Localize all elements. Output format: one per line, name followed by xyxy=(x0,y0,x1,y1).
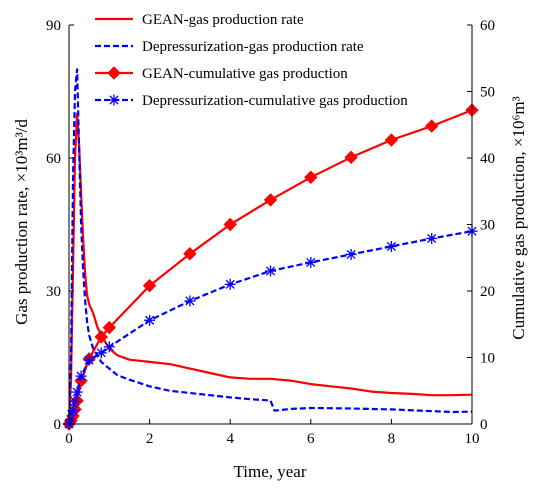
series-4-point xyxy=(75,370,87,382)
series-line-2 xyxy=(67,68,473,425)
asterisk-stroke xyxy=(265,266,276,276)
series-4-point xyxy=(265,265,276,277)
x-tick-label: 8 xyxy=(388,431,396,447)
asterisk-stroke xyxy=(72,387,82,397)
series-4-point xyxy=(103,341,115,353)
right-y-tick-label: 10 xyxy=(480,351,495,367)
left-y-tick-label: 0 xyxy=(54,417,62,433)
x-tick-label: 10 xyxy=(465,431,480,447)
asterisk-stroke xyxy=(386,241,396,252)
series-4-point xyxy=(385,240,397,252)
series-4-point xyxy=(95,347,107,359)
legend-marker-3 xyxy=(107,66,121,80)
left-y-tick-label: 60 xyxy=(46,151,61,167)
series-3-point xyxy=(344,150,358,165)
series-3-point xyxy=(183,247,197,261)
asterisk-stroke xyxy=(66,414,76,424)
right-y-tick-label: 0 xyxy=(480,417,488,433)
right-y-axis-label: Cumulative gas production, ×10⁶m³ xyxy=(509,96,528,339)
asterisk-stroke xyxy=(96,348,106,358)
right-y-tick-label: 30 xyxy=(480,218,495,234)
series-4-point xyxy=(71,386,83,398)
series-4-point xyxy=(305,256,317,268)
legend-marker-4 xyxy=(108,94,120,106)
series-4-point xyxy=(426,232,438,244)
series-4-point xyxy=(224,278,236,290)
series-3-point xyxy=(304,170,318,184)
series-3-point xyxy=(424,119,439,133)
right-y-tick-label: 20 xyxy=(480,284,495,300)
legend-label-3: GEAN-cumulative gas production xyxy=(142,66,348,82)
legend-label-1: GEAN-gas production rate xyxy=(142,12,304,28)
series-3-point xyxy=(94,330,108,344)
asterisk-stroke xyxy=(185,296,195,306)
asterisk-stroke xyxy=(104,342,114,352)
asterisk-stroke xyxy=(68,406,78,416)
series-3-point xyxy=(102,320,117,335)
left-y-tick-label: 90 xyxy=(46,18,61,34)
series-3-point xyxy=(263,193,278,207)
series-4-point xyxy=(65,413,77,425)
asterisk-stroke xyxy=(145,315,155,325)
plot-area xyxy=(62,68,479,431)
series-4-point xyxy=(67,405,79,417)
series-4-point xyxy=(345,248,357,260)
series-3-point xyxy=(223,217,237,232)
asterisk-stroke xyxy=(76,371,86,381)
x-axis-label: Time, year xyxy=(233,462,306,481)
series-4-point xyxy=(69,395,81,407)
x-tick-label: 2 xyxy=(146,431,154,447)
left-y-tick-label: 30 xyxy=(46,284,61,300)
series-4-point xyxy=(83,354,95,366)
legend-label-2: Depressurization-gas production rate xyxy=(142,39,364,55)
legend-label-4: Depressurization-cumulative gas producti… xyxy=(142,93,408,109)
right-y-tick-label: 40 xyxy=(480,151,495,167)
x-tick-label: 0 xyxy=(65,431,73,447)
left-y-axis-label: Gas production rate, ×10³m³/d xyxy=(12,119,31,325)
series-3-point xyxy=(384,133,399,147)
series-4-point xyxy=(184,295,196,307)
legend: GEAN-gas production rate Depressurization… xyxy=(95,12,408,109)
x-tick-label: 4 xyxy=(226,431,234,447)
asterisk-stroke xyxy=(225,279,235,289)
asterisk-stroke xyxy=(306,257,316,267)
series-3-point xyxy=(142,278,157,293)
right-y-tick-label: 50 xyxy=(480,85,495,101)
asterisk-stroke xyxy=(346,249,356,260)
asterisk-stroke xyxy=(427,233,437,244)
asterisk-stroke xyxy=(109,95,119,105)
series-line-4 xyxy=(67,230,473,425)
series-4-point xyxy=(144,314,156,326)
asterisk-stroke xyxy=(84,355,94,365)
right-y-tick-label: 60 xyxy=(480,18,495,34)
x-tick-label: 6 xyxy=(307,431,315,447)
asterisk-stroke xyxy=(70,396,80,406)
